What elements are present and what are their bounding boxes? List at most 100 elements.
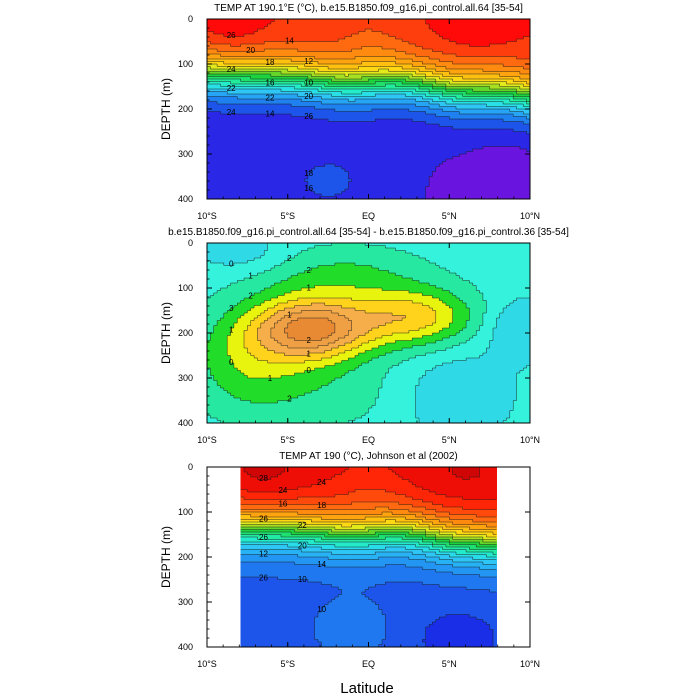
field-cell [314,86,319,90]
field-cell [230,64,235,68]
field-cell [388,86,393,90]
field-cell [267,119,272,123]
field-cell [472,61,477,65]
field-cell [341,49,346,53]
field-cell [432,19,437,23]
field-cell [250,104,255,108]
field-cell [348,94,353,98]
field-cell [435,31,440,35]
field-cell [227,116,232,120]
field-cell [267,31,272,35]
field-cell [324,89,329,93]
field-cell [479,44,484,48]
field-cell [429,81,434,85]
field-cell [378,46,383,50]
field-cell [244,61,248,65]
field-cell [503,81,508,85]
field-cell [375,21,380,25]
field-cell [412,29,417,33]
field-cell [217,81,222,85]
field-cell [244,64,248,68]
field-cell [348,121,353,125]
field-cell [220,24,225,28]
field-cell [445,89,450,93]
field-cell [294,24,299,28]
field-cell [408,41,413,45]
field-cell [291,24,296,28]
field-cell [237,24,242,28]
field-cell [254,99,259,103]
field-cell [328,94,333,98]
field-cell [472,74,477,78]
field-cell [429,116,434,120]
field-cell [260,104,265,108]
field-cell [462,54,467,58]
field-cell [233,66,238,70]
field-cell [334,69,339,73]
field-cell [418,91,423,95]
field-cell [472,54,477,58]
field-cell [499,104,504,108]
field-cell [341,121,346,125]
field-cell [314,106,319,110]
field-cell [311,101,316,105]
field-cell [395,44,400,48]
field-cell [415,61,420,65]
field-cell [237,89,242,93]
field-cell [503,101,508,105]
field-cell [250,114,255,118]
field-cell [516,74,521,78]
field-cell [338,51,343,55]
field-cell [213,34,218,38]
field-cell [425,91,430,95]
field-cell [233,104,238,108]
field-cell [378,91,383,95]
field-cell [402,101,407,105]
field-cell [375,111,380,115]
field-cell [301,51,306,55]
field-cell [486,99,491,103]
field-cell [210,36,215,40]
field-cell [449,51,454,55]
field-cell [274,111,279,115]
field-cell [449,76,454,80]
field-cell [378,41,383,45]
field-cell [442,104,447,108]
field-cell [523,21,528,25]
field-cell [230,39,235,43]
field-cell [455,119,460,123]
field-cell [334,109,339,113]
field-cell [368,76,373,80]
field-cell [526,24,531,28]
field-cell [503,46,508,50]
field-cell [274,121,279,125]
field-cell [395,61,400,65]
field-cell [513,109,518,113]
field-cell [486,76,491,80]
field-cell [368,39,373,43]
field-cell [395,56,400,60]
field-cell [398,56,403,60]
field-cell [455,66,460,70]
field-cell [466,69,471,73]
field-cell [247,36,252,40]
field-cell [291,39,296,43]
field-cell [506,64,511,68]
field-cell [217,46,222,50]
field-cell [509,76,514,80]
field-cell [523,44,528,48]
field-cell [469,59,474,63]
field-cell [462,96,467,100]
field-cell [489,89,494,93]
field-cell [348,19,353,23]
field-cell [422,46,427,50]
field-cell [388,104,393,108]
field-cell [519,111,524,115]
field-cell [314,64,319,68]
field-cell [422,54,427,58]
field-cell [260,21,265,25]
field-cell [301,86,306,90]
field-cell [425,84,430,88]
field-cell [254,26,259,30]
field-cell [220,56,225,60]
